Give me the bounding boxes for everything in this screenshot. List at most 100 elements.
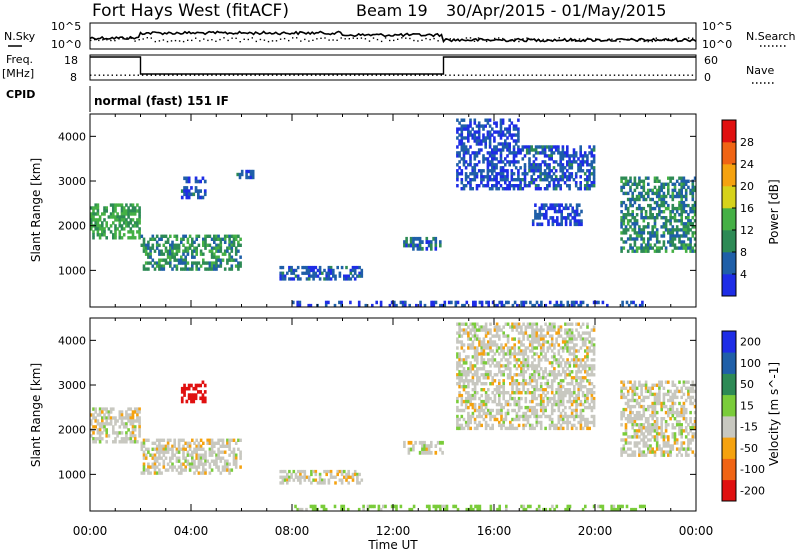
vel-region-5-cell [581,393,585,398]
power-region-4-cell [345,277,348,281]
power-region-4-cell [310,268,313,273]
power-region-0-cell [118,218,122,222]
power-region-10-cell [544,303,548,308]
vel-region-0-cell [125,431,128,435]
vel-region-1-cell [204,468,207,472]
power-region-4-cell [316,274,320,278]
power-region-1-cell [147,267,150,271]
vel-region-5-cell [555,426,558,431]
vel-region-5-cell [586,373,589,377]
power-region-2-cell [203,189,207,193]
power-region-7-cell [534,151,538,155]
vel-region-5-cell [577,382,580,386]
power-region-1-cell [228,258,231,262]
power-region-1-cell [228,267,231,271]
power-region-8-cell [549,203,552,207]
vel-region-5-cell [480,414,483,419]
power-region-10-cell [474,303,477,308]
power-region-4-cell [292,277,296,281]
power-region-9-cell [631,246,634,250]
vel-region-6-cell [658,389,661,394]
power-region-9-cell [633,225,637,229]
power-region-9-cell [658,191,661,196]
vel-region-3-cell [310,481,313,485]
vel-region-1-cell [186,459,190,463]
power-region-0-cell [92,230,95,234]
vel-region-5-cell [493,388,497,392]
vel-region-6-cell [687,447,690,451]
power-region-5-cell [434,240,438,244]
vel-region-5-cell [575,396,578,401]
vel-region-5-cell [561,402,565,407]
power-region-2-cell [185,189,189,193]
vel-region-5-cell [557,358,561,362]
vel-region-6-cell [662,432,666,436]
power-region-0-cell [131,236,135,240]
power-region-1-cell [142,267,146,271]
cpid-mode: normal (fast) 151 IF [94,94,229,108]
vel-region-6-cell [633,414,637,418]
vel-region-1-cell [210,447,214,451]
vel-region-6-cell [635,432,639,436]
power-region-9-cell [667,206,670,211]
power-y-tick-label: 2000 [58,220,86,233]
nave-dot [241,74,243,76]
power-region-9-cell [658,179,661,183]
vel-region-1-cell [195,438,198,442]
power-region-6-cell [484,157,487,161]
power-region-9-cell [649,203,652,208]
vel-region-7-cell [432,504,436,509]
vel-region-5-cell [584,423,587,428]
power-region-6-cell [471,172,474,176]
power-region-8-cell [562,206,566,211]
vel-region-5-cell [522,331,525,335]
power-region-1-cell [169,261,172,265]
vel-region-5-cell [504,411,508,416]
noise-search-dot [538,39,540,41]
power-region-6-cell [477,121,481,125]
vel-region-5-cell [456,331,459,335]
vel-region-5-cell [566,322,569,326]
vel-region-0-cell [136,410,139,414]
vel-region-5-cell [464,379,468,383]
vel-region-5-cell [570,340,574,344]
vel-region-6-cell [684,435,688,439]
vel-region-5-cell [575,414,578,419]
power-region-7-cell [521,148,525,152]
power-region-0-cell [94,227,97,231]
vel-region-0-cell [90,434,93,438]
vel-region-5-cell [500,423,503,428]
power-region-10-cell [340,300,343,305]
power-region-4-cell [305,277,309,281]
vel-region-3-cell [286,475,289,479]
vel-region-5-cell [570,334,574,338]
vel-region-1-cell [204,453,207,457]
power-region-9-cell [653,191,657,196]
power-region-7-cell [521,178,525,182]
power-region-9-cell [649,197,652,202]
power-region-6-cell [467,151,470,155]
vel-region-5-cell [557,361,561,365]
power-region-10-cell [480,303,484,308]
power-region-9-cell [678,213,681,217]
vel-region-1-cell [162,450,166,454]
vel-region-5-cell [473,325,477,329]
vel-region-7-cell [314,504,317,509]
power-region-6-cell [499,160,503,164]
power-region-6-cell [464,184,468,188]
vel-region-5-cell [456,367,459,371]
power-region-9-cell [644,197,648,202]
vel-region-6-cell [644,407,648,412]
vel-region-0-cell [103,407,106,411]
vel-region-1-cell [180,447,183,451]
power-region-6-cell [488,145,492,149]
power-region-7-cell [523,181,527,185]
vel-region-5-cell [559,399,563,404]
power-region-7-cell [588,145,591,149]
vel-region-1-cell [188,441,192,445]
vel-region-5-cell [570,370,574,374]
vel-region-5-cell [517,373,521,377]
vel-region-1-cell [197,471,201,475]
vel-region-5-cell [573,396,576,401]
power-region-9-cell [689,243,692,247]
